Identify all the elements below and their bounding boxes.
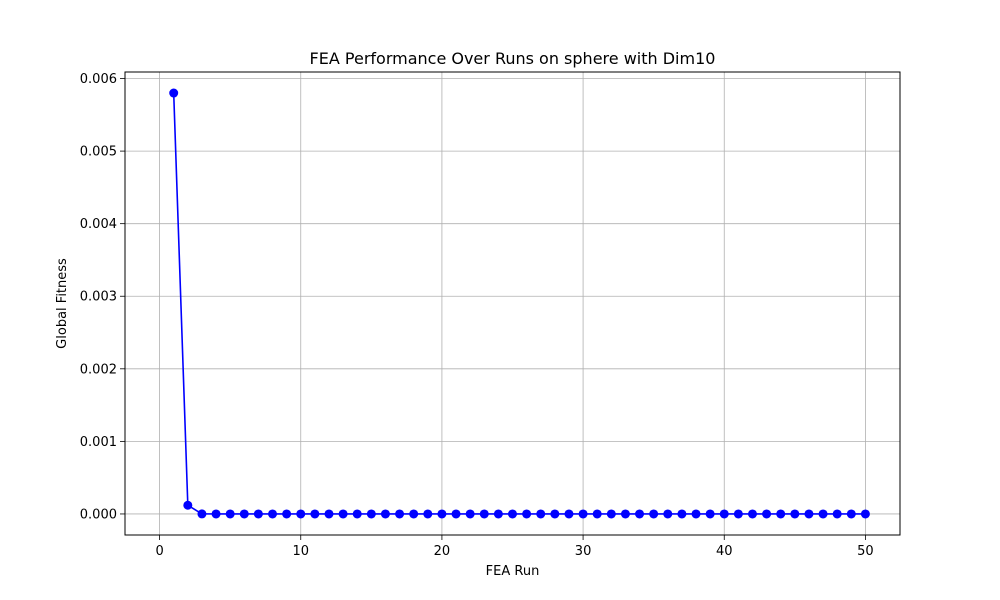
y-tick-label: 0.000 bbox=[80, 507, 117, 522]
x-tick-label: 0 bbox=[155, 544, 163, 559]
data-point bbox=[352, 509, 362, 519]
x-axis-ticks: 0 10 20 30 40 50 bbox=[155, 535, 874, 559]
data-point bbox=[211, 509, 221, 519]
y-tick-label: 0.006 bbox=[80, 72, 117, 87]
data-point bbox=[691, 509, 701, 519]
data-point bbox=[804, 509, 814, 519]
data-point bbox=[324, 509, 334, 519]
data-point bbox=[380, 509, 390, 519]
x-tick-label: 20 bbox=[434, 544, 451, 559]
data-point bbox=[635, 509, 645, 519]
data-point bbox=[239, 509, 249, 519]
data-point bbox=[169, 88, 179, 98]
data-point bbox=[663, 509, 673, 519]
data-point bbox=[423, 509, 433, 519]
data-point bbox=[649, 509, 659, 519]
data-point bbox=[479, 509, 489, 519]
plot-frame bbox=[124, 71, 901, 536]
data-point bbox=[282, 509, 292, 519]
data-point bbox=[606, 509, 616, 519]
data-point bbox=[677, 509, 687, 519]
data-point bbox=[310, 509, 320, 519]
data-point bbox=[846, 509, 856, 519]
data-point bbox=[366, 509, 376, 519]
data-point bbox=[550, 509, 560, 519]
x-axis-label: FEA Run bbox=[486, 564, 540, 579]
data-point bbox=[747, 509, 757, 519]
data-point bbox=[197, 509, 207, 519]
data-point bbox=[409, 509, 419, 519]
data-point bbox=[762, 509, 772, 519]
y-tick-label: 0.002 bbox=[80, 362, 117, 377]
y-axis-label: Global Fitness bbox=[55, 258, 70, 349]
y-tick-label: 0.003 bbox=[80, 290, 117, 305]
y-tick-label: 0.001 bbox=[80, 435, 117, 450]
data-point bbox=[508, 509, 517, 519]
data-point bbox=[465, 509, 475, 519]
chart-title: FEA Performance Over Runs on sphere with… bbox=[310, 49, 716, 68]
data-point bbox=[493, 509, 503, 519]
data-point bbox=[536, 509, 546, 519]
data-point bbox=[225, 509, 235, 519]
data-point bbox=[451, 509, 461, 519]
data-point bbox=[719, 509, 729, 519]
data-point bbox=[296, 509, 306, 519]
x-tick-label: 50 bbox=[857, 544, 874, 559]
data-series bbox=[169, 88, 870, 519]
data-point bbox=[437, 509, 447, 519]
x-tick-label: 30 bbox=[575, 544, 592, 559]
y-tick-label: 0.004 bbox=[80, 217, 117, 232]
data-point bbox=[705, 509, 715, 519]
data-point bbox=[790, 509, 800, 519]
x-tick-label: 10 bbox=[292, 544, 309, 559]
data-point bbox=[592, 509, 602, 519]
x-tick-label: 40 bbox=[716, 544, 733, 559]
data-point bbox=[183, 500, 193, 510]
data-point bbox=[733, 509, 743, 519]
data-point bbox=[776, 509, 786, 519]
data-point bbox=[522, 509, 532, 519]
data-point bbox=[832, 509, 842, 519]
data-point bbox=[268, 509, 278, 519]
data-point bbox=[578, 509, 588, 519]
data-point bbox=[338, 509, 348, 519]
data-point bbox=[395, 509, 405, 519]
data-point bbox=[620, 509, 630, 519]
y-axis-ticks: 0.000 0.001 0.002 0.003 0.004 0.005 0.006 bbox=[80, 72, 125, 522]
data-point bbox=[818, 509, 828, 519]
data-point bbox=[860, 509, 870, 519]
data-point bbox=[564, 509, 574, 519]
y-tick-label: 0.005 bbox=[80, 145, 117, 160]
data-point bbox=[253, 509, 263, 519]
